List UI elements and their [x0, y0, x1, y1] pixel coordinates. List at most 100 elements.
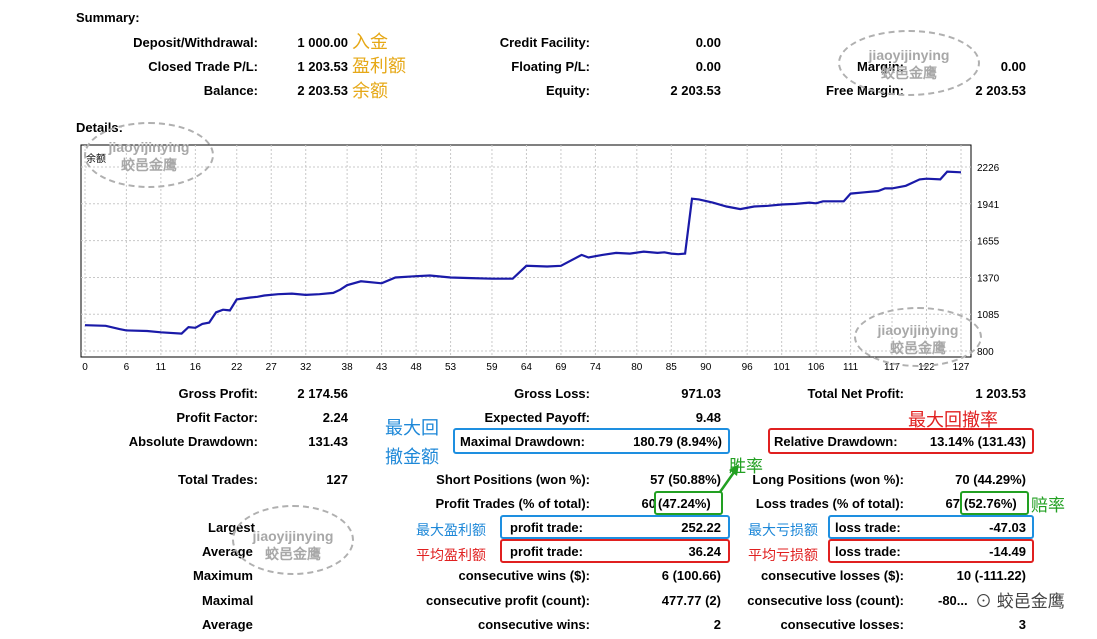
avg-losses-label: consecutive losses: — [780, 617, 904, 632]
long-positions-label: Long Positions (won %): — [752, 472, 904, 487]
x-tick-label: 96 — [742, 362, 754, 372]
largest-profit-value: 252.22 — [681, 520, 721, 535]
maximum-label: Maximum — [193, 568, 253, 583]
avg-profit-highlight — [500, 539, 730, 563]
largest-loss-annotation: 最大亏损额 — [748, 522, 818, 538]
max-dd-value: 180.79 (8.94%) — [633, 434, 722, 449]
total-net-label: Total Net Profit: — [807, 386, 904, 401]
corner-watermark: ⊙ 蛟邑金鹰 — [975, 587, 1065, 612]
balance-series-line — [84, 170, 962, 335]
x-tick-label: 69 — [555, 362, 567, 372]
win-rate-arrow-icon — [718, 464, 739, 493]
equity-label: Equity: — [545, 83, 590, 98]
x-tick-label: 53 — [445, 362, 457, 372]
chart-grid — [81, 145, 971, 357]
corner-watermark-text: 蛟邑金鹰 — [996, 592, 1065, 611]
summary-title: Summary: — [76, 10, 140, 25]
weibo-icon: ⊙ — [975, 592, 992, 611]
x-tick-label: 117 — [884, 362, 900, 372]
x-tick-label: 111 — [843, 362, 859, 372]
y-tick-label: 1941 — [977, 200, 1000, 211]
profit-factor-label: Profit Factor: — [176, 410, 258, 425]
maximal-label: Maximal — [202, 593, 254, 608]
x-tick-label: 38 — [342, 362, 354, 372]
avg-wins-value: 2 — [713, 617, 721, 632]
loss-rate-annotation: 赔率 — [1031, 496, 1065, 515]
watermark-stamp: jiaoyijinying 蛟邑金鹰 — [854, 307, 982, 367]
watermark-text-cn: 蛟邑金鹰 — [121, 157, 177, 173]
rel-dd-value: 13.14% (131.43) — [929, 434, 1026, 449]
x-tick-label: 27 — [266, 362, 278, 372]
x-tick-label: 32 — [300, 362, 312, 372]
profit-factor-value: 2.24 — [322, 410, 348, 425]
watermark-stamp: jiaoyijinying 蛟邑金鹰 — [84, 122, 214, 188]
short-positions-value: 57 (50.88%) — [650, 472, 721, 487]
x-tick-label: 0 — [82, 362, 88, 372]
total-trades-value: 127 — [326, 472, 348, 487]
largest-profit-annotation: 最大盈利额 — [416, 522, 486, 538]
loss-trades-pct: (52.76%) — [964, 496, 1017, 511]
largest-loss-value: -47.03 — [989, 520, 1026, 535]
largest-profit-highlight — [500, 515, 730, 539]
cons-loss-value: -80... — [938, 593, 968, 608]
rel-dd-label: Relative Drawdown: — [774, 434, 898, 449]
x-tick-label: 106 — [808, 362, 825, 372]
watermark-stamp: jiaoyijinying 蛟邑金鹰 — [838, 30, 980, 96]
avg-loss-label: loss trade: — [835, 544, 901, 559]
avg-profit-value: 36.24 — [688, 544, 721, 559]
balance-value: 2 203.53 — [297, 83, 348, 98]
average2-label: Average — [202, 617, 253, 632]
x-tick-label: 43 — [376, 362, 388, 372]
x-tick-label: 48 — [411, 362, 423, 372]
gross-loss-label: Gross Loss: — [514, 386, 590, 401]
x-tick-label: 80 — [631, 362, 643, 372]
deposit-annotation: 入金 — [352, 32, 388, 52]
watermark-text: jiaoyijinying — [108, 139, 190, 155]
watermark-text-cn: 蛟邑金鹰 — [881, 65, 937, 81]
avg-loss-value: -14.49 — [989, 544, 1026, 559]
x-tick-label: 6 — [124, 362, 130, 372]
x-tick-label: 90 — [700, 362, 712, 372]
loss-trades-label: Loss trades (% of total): — [755, 496, 904, 511]
profit-annotation: 盈利额 — [352, 56, 406, 76]
floating-label: Floating P/L: — [511, 59, 590, 74]
loss-rate-highlight — [960, 491, 1029, 515]
avg-loss-annotation: 平均亏损额 — [748, 547, 818, 563]
total-trades-label: Total Trades: — [178, 472, 258, 487]
avg-profit-label: profit trade: — [510, 544, 583, 559]
deposit-value: 1 000.00 — [297, 35, 348, 50]
cons-profit-label: consecutive profit (count): — [426, 593, 590, 608]
cons-wins-label: consecutive wins ($): — [458, 568, 590, 583]
y-tick-label: 800 — [977, 347, 994, 358]
cons-profit-value: 477.77 (2) — [661, 593, 721, 608]
watermark-stamp: jiaoyijinying 蛟邑金鹰 — [232, 505, 354, 575]
credit-label: Credit Facility: — [499, 35, 590, 50]
y-tick-label: 1655 — [977, 237, 1000, 248]
win-rate-highlight — [654, 491, 723, 515]
profit-trades-label: Profit Trades (% of total): — [435, 496, 590, 511]
avg-losses-value: 3 — [1018, 617, 1026, 632]
expected-payoff-value: 9.48 — [695, 410, 721, 425]
short-positions-label: Short Positions (won %): — [436, 472, 590, 487]
total-net-value: 1 203.53 — [975, 386, 1026, 401]
x-tick-label: 59 — [486, 362, 498, 372]
long-positions-value: 70 (44.29%) — [955, 472, 1026, 487]
loss-trades-count: 67 — [945, 496, 960, 511]
cons-losses-value: 10 (-111.22) — [956, 568, 1026, 583]
free-margin-value: 2 203.53 — [975, 83, 1026, 98]
avg-loss-highlight — [828, 539, 1034, 563]
cons-loss-label: consecutive loss (count): — [747, 593, 904, 608]
x-tick-label: 74 — [590, 362, 602, 372]
max-dd-annotation-1: 最大回 — [385, 418, 439, 438]
avg-wins-label: consecutive wins: — [478, 617, 590, 632]
x-tick-label: 85 — [666, 362, 678, 372]
x-tick-label: 122 — [918, 362, 935, 372]
cons-wins-value: 6 (100.66) — [661, 568, 721, 583]
largest-loss-highlight — [828, 515, 1034, 539]
gross-profit-label: Gross Profit: — [178, 386, 258, 401]
y-tick-label: 2226 — [977, 163, 1000, 174]
x-tick-label: 127 — [953, 362, 970, 372]
y-tick-label: 1370 — [977, 273, 1000, 284]
cons-losses-label: consecutive losses ($): — [760, 568, 904, 583]
balance-label: Balance: — [203, 83, 258, 98]
